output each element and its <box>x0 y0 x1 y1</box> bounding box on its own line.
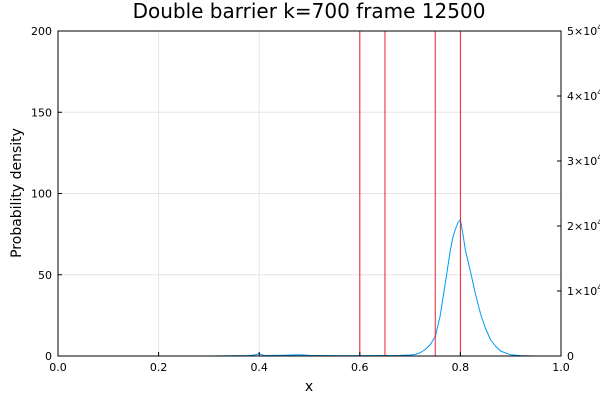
y2-tick-exponent: 4 <box>597 88 600 97</box>
y2-tick-exponent: 4 <box>597 23 600 32</box>
y2-tick-label: 4×104 <box>567 88 600 103</box>
y2-tick-label: 1×104 <box>567 283 600 298</box>
x-axis-label: x <box>305 379 313 395</box>
x-tick-label: 0.4 <box>250 361 268 374</box>
y2-tick-label: 5×104 <box>567 23 600 38</box>
y2-tick-exponent: 4 <box>597 153 600 162</box>
y2-ticks: 0 1×104 2×104 3×104 4×104 5×104 <box>557 23 600 363</box>
x-tick-label: 1.0 <box>552 361 570 374</box>
y2-tick-label: 2×104 <box>567 218 600 233</box>
probability-density-line <box>58 219 561 357</box>
chart-title: Double barrier k=700 frame 12500 <box>133 0 486 23</box>
y-tick-label: 50 <box>38 269 52 282</box>
x-tick-label: 0.2 <box>150 361 168 374</box>
x-ticks: 0.0 0.2 0.4 0.6 0.8 1.0 <box>49 352 570 374</box>
y-tick-label: 100 <box>31 188 52 201</box>
x-tick-label: 0.0 <box>49 361 67 374</box>
x-tick-label: 0.6 <box>351 361 369 374</box>
y2-tick-exponent: 4 <box>597 218 600 227</box>
y-tick-label: 0 <box>45 350 52 363</box>
y-tick-label: 150 <box>31 106 52 119</box>
y-ticks: 0 50 100 150 200 <box>31 25 62 363</box>
y-axis-label: Probability density <box>9 128 25 258</box>
y2-tick-label: 3×104 <box>567 153 600 168</box>
y-tick-label: 200 <box>31 25 52 38</box>
y2-tick-exponent: 4 <box>597 283 600 292</box>
y2-tick-label: 0 <box>567 350 574 363</box>
x-tick-label: 0.8 <box>452 361 470 374</box>
grid <box>57 30 562 357</box>
